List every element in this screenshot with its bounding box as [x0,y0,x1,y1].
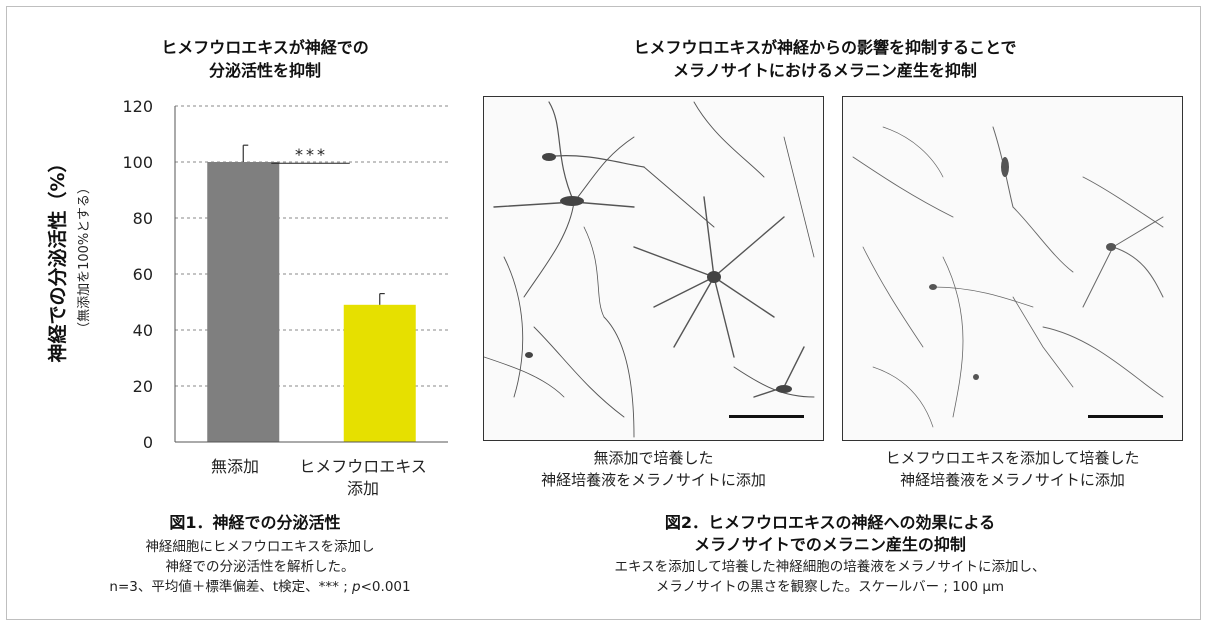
figure2-title-line-1: ヒメフウロエキスが神経からの影響を抑制することで [633,38,1017,57]
x-category-label-1-line-1: ヒメフウロエキス [299,457,427,476]
figure2-caption: エキスを添加して培養した神経細胞の培養液をメラノサイトに添加し、 メラノサイトの… [540,557,1120,597]
y-axis-sublabel: （無添加を100%とする） [77,181,92,335]
figure2-title: ヒメフウロエキスが神経からの影響を抑制することで メラノサイトにおけるメラニン産… [480,36,1170,82]
y-tick-label: 100 [122,153,153,172]
x-category-label-1-line-2: 添加 [346,479,379,498]
x-category-label-0: 無添加 [180,456,290,478]
y-tick-label: 120 [122,97,153,116]
bar-1 [343,304,416,442]
figure2-caption-title-line-1: 図2．ヒメフウロエキスの神経への効果による [664,513,996,532]
figure2-caption-line-1: エキスを添加して培養した神経細胞の培養液をメラノサイトに添加し、 [614,559,1046,575]
figure1-caption-title: 図1．神経での分泌活性 [169,513,341,532]
chart-title-line-2: 分泌活性を抑制 [208,61,321,80]
chart-title: ヒメフウロエキスが神経での 分泌活性を抑制 [110,36,420,82]
y-tick-label: 60 [133,265,153,284]
panel-extract-label: ヒメフウロエキスを添加して培養した 神経培養液をメラノサイトに添加 [842,447,1183,491]
figure2-caption-line-2: メラノサイトの黒さを観察した。スケールバー ; 100 µm [655,579,1005,595]
micrograph-control [483,96,824,441]
stats-prefix: n=3、平均値＋標準偏差、t検定、*** ; [109,579,353,595]
figure1-caption-line-1: 神経細胞にヒメフウロエキスを添加し [145,539,375,555]
bar-chart: 神経での分泌活性（%） （無添加を100%とする） 0 20 40 60 80 100 12… [46,97,448,452]
y-tick-label: 0 [143,433,153,452]
chart-title-line-1: ヒメフウロエキスが神経での [161,38,369,57]
figure1-caption-line-2: 神経での分泌活性を解析した。 [165,559,355,575]
scale-bar-control [729,415,804,418]
figure1-caption: 神経細胞にヒメフウロエキスを添加し 神経での分泌活性を解析した。 n=3、平均値… [60,537,460,597]
bar-0 [207,162,280,442]
micrograph-extract-image [852,126,1164,428]
figure2-caption-title-line-2: メラノサイトでのメラニン産生の抑制 [694,535,966,554]
x-category-label-0-line-1: 無添加 [210,457,259,476]
panel-extract-label-line-2: 神経培養液をメラノサイトに添加 [900,471,1125,489]
micrograph-control-image [484,101,815,438]
y-tick-label: 40 [133,321,153,340]
figure-frame [6,6,1201,620]
y-tick-labels: 0 20 40 60 80 100 120 [122,97,153,452]
stats-p: p [352,579,361,595]
significance-marker: *** [295,145,328,164]
panel-control-label-line-1: 無添加で培養した [593,449,714,467]
scale-bar-extract [1088,415,1163,418]
micrograph-extract [842,96,1183,441]
panel-extract-label-line-1: ヒメフウロエキスを添加して培養した [885,449,1140,467]
figure2-title-line-2: メラノサイトにおけるメラニン産生を抑制 [673,61,977,80]
y-axis-label: 神経での分泌活性（%） [46,153,69,362]
stats-suffix: <0.001 [360,579,411,595]
panel-control-label-line-2: 神経培養液をメラノサイトに添加 [541,471,766,489]
bars [207,144,416,442]
panel-control-label: 無添加で培養した 神経培養液をメラノサイトに添加 [483,447,824,491]
figure2-caption-title: 図2．ヒメフウロエキスの神経への効果による メラノサイトでのメラニン産生の抑制 [560,512,1100,556]
x-category-label-1: ヒメフウロエキス 添加 [283,456,443,500]
figure1-stats: n=3、平均値＋標準偏差、t検定、*** ; p<0.001 [60,577,460,597]
y-tick-label: 20 [133,377,153,396]
y-tick-label: 80 [133,209,153,228]
